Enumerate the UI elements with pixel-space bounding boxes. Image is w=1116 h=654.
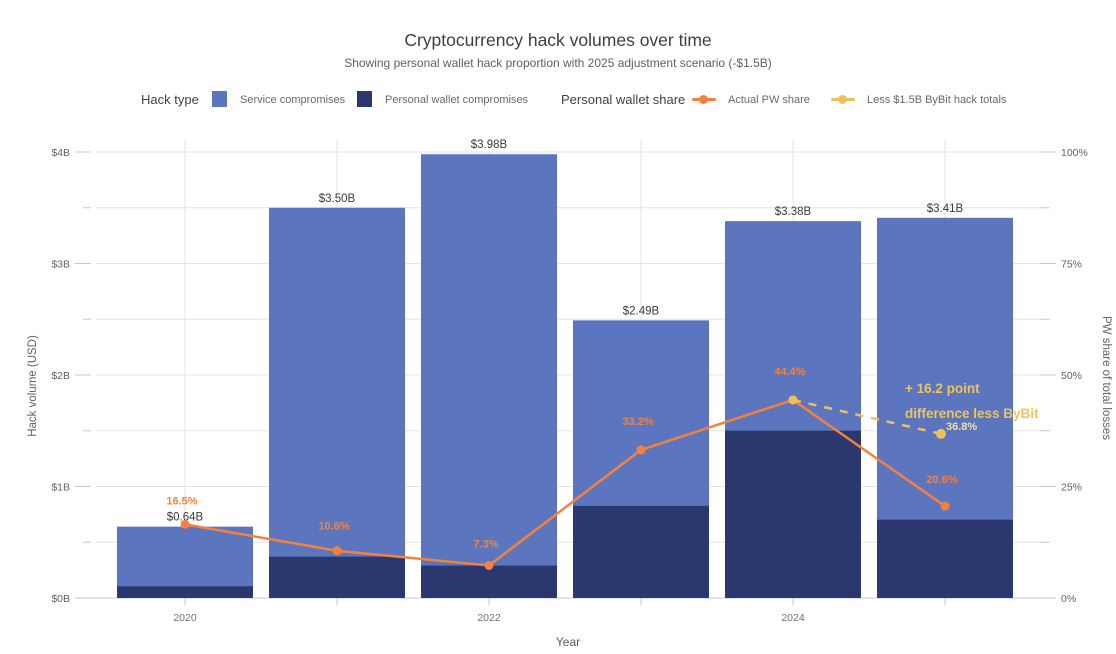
x-tick-label: 2020 [173,612,197,624]
actual-share-label: 7.3% [473,538,498,550]
actual-line-marker-icon[interactable] [692,95,716,104]
bar-service-2020[interactable] [117,526,253,598]
actual-point-2020[interactable] [180,519,190,529]
y-right-tick-label: 25% [1061,482,1082,494]
actual-share-label: 10.6% [318,521,349,533]
adjusted-dot-icon [838,95,847,104]
bar-total-label: $3.98B [471,139,508,151]
bar-personal-2021[interactable] [269,556,405,598]
bar-personal-2025[interactable] [877,519,1013,598]
actual-share-label: 16.5% [166,495,197,507]
adjusted-share-label: 36.8% [946,421,977,433]
actual-share-label: 33.2% [622,416,653,428]
y-left-axis-title: Hack volume (USD) [27,335,39,437]
bar-total-label: $2.49B [623,305,660,317]
y-left-tick-label: $4B [51,147,70,159]
actual-point-2025[interactable] [940,501,950,511]
bar-service-2022[interactable] [421,154,557,599]
legend: Hack type Service compromises Personal w… [0,0,1116,120]
legend-personal-label[interactable]: Personal wallet compromises [385,94,529,106]
chart-title: Cryptocurrency hack volumes over time [404,30,712,50]
bar-personal-2023[interactable] [573,505,709,598]
adjusted-point-2024[interactable] [788,395,798,405]
y-right-tick-label: 75% [1061,259,1082,271]
chart-subtitle: Showing personal wallet hack proportion … [344,56,772,70]
y-left-tick-label: $1B [51,482,70,494]
annotation-line2: difference less ByBit [905,406,1039,421]
bar-personal-2022[interactable] [421,565,557,598]
adjusted-line-marker-icon[interactable] [831,95,855,104]
bar-total-label: $3.41B [927,203,964,215]
y-right-tick-label: 50% [1061,370,1082,382]
y-right-axis-title: PW share of total losses [1100,316,1112,440]
bar-service-2021[interactable] [269,207,405,598]
y-left-tick-label: $0B [51,593,70,605]
actual-point-2022[interactable] [484,560,494,570]
legend-pw-share-label: Personal wallet share [561,92,686,107]
x-tick-label: 2024 [781,612,805,624]
annotation-line1: + 16.2 point [905,381,980,396]
y-left-tick-label: $2B [51,370,70,382]
x-axis-title: Year [556,635,580,649]
actual-point-2023[interactable] [636,445,646,455]
bar-personal-2024[interactable] [725,430,861,598]
bar-total-label: $3.38B [775,206,812,218]
legend-actual-label[interactable]: Actual PW share [728,94,810,106]
service-swatch-icon[interactable] [212,91,227,107]
actual-share-label: 20.6% [926,474,957,486]
y-left-tick-label: $3B [51,259,70,271]
personal-swatch-icon[interactable] [357,91,372,107]
x-tick-label: 2022 [477,612,501,624]
legend-adjusted-label[interactable]: Less $1.5B ByBit hack totals [867,94,1007,106]
legend-hack-type-label: Hack type [141,92,199,107]
actual-share-label: 44.4% [774,366,805,378]
legend-service-label[interactable]: Service compromises [240,94,346,106]
actual-share-line[interactable] [184,398,946,567]
bar-personal-2020[interactable] [117,586,253,598]
y-right-tick-label: 0% [1061,593,1076,605]
bar-total-label: $3.50B [319,193,356,205]
actual-dot-icon [699,95,708,104]
bar-total-label: $0.64B [167,512,204,524]
actual-point-2021[interactable] [332,546,342,556]
y-right-tick-label: 100% [1061,147,1088,159]
adjusted-point-2025[interactable] [936,428,946,439]
